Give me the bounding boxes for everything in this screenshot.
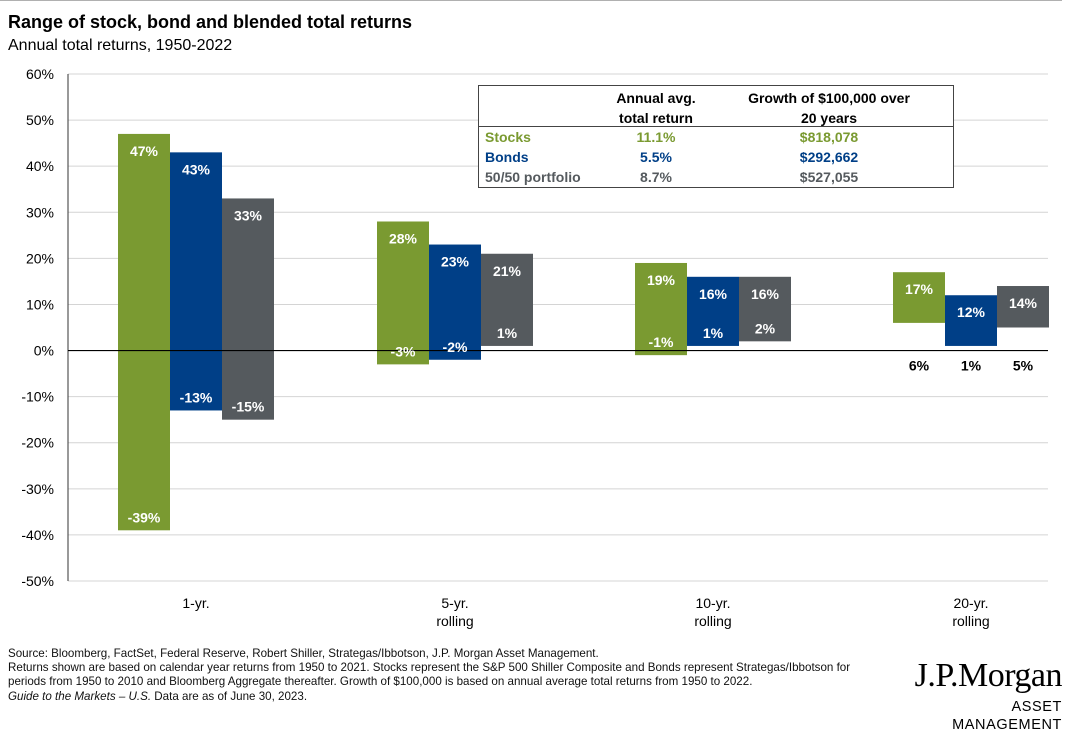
bar-blend — [222, 198, 274, 420]
y-tick-label: 10% — [26, 296, 54, 312]
row-avg: 5.5% — [640, 149, 672, 165]
bar-label-low: 6% — [909, 358, 930, 374]
as-of-date: Data are as of June 30, 2023. — [151, 689, 308, 703]
bar-label-high: 23% — [441, 254, 470, 270]
bar-label-high: 14% — [1009, 295, 1038, 311]
bar-blend — [481, 253, 533, 346]
table-header-growth-line1: Growth of $100,000 over — [748, 90, 910, 106]
bar-label-low: -2% — [443, 339, 468, 355]
x-category-label: 20-yr. — [953, 595, 988, 611]
y-tick-label: 30% — [26, 204, 54, 220]
table-divider — [479, 126, 953, 127]
table-header-growth: Growth of $100,000 over 20 years — [729, 88, 929, 128]
bar-label-low: -13% — [180, 389, 213, 405]
y-tick-label: 50% — [26, 112, 54, 128]
source-line-1: Source: Bloomberg, FactSet, Federal Rese… — [8, 647, 599, 660]
bar-label-low: 2% — [755, 320, 776, 336]
row-label: Bonds — [485, 149, 529, 165]
table-header-avg-line2: total return — [619, 110, 693, 126]
bar-stocks — [377, 221, 429, 365]
bar-label-low: -39% — [128, 509, 161, 525]
y-tick-label: -20% — [21, 435, 54, 451]
bar-label-high: 19% — [647, 272, 676, 288]
row-avg: 8.7% — [640, 169, 672, 185]
row-label: Stocks — [485, 129, 531, 145]
bar-label-low: -15% — [232, 399, 265, 415]
y-tick-label: 20% — [26, 250, 54, 266]
y-tick-label: -30% — [21, 481, 54, 497]
y-tick-label: 60% — [26, 66, 54, 82]
bar-label-low: 1% — [703, 325, 724, 341]
x-category-label: 5-yr. — [441, 595, 468, 611]
table-header-avg-line1: Annual avg. — [616, 90, 696, 106]
x-category-label: rolling — [436, 613, 473, 629]
y-tick-label: -40% — [21, 527, 54, 543]
y-tick-label: -10% — [21, 389, 54, 405]
bar-label-low: -1% — [649, 334, 674, 350]
logo-subtitle: ASSET MANAGEMENT — [952, 699, 1062, 733]
bar-bonds — [429, 244, 481, 360]
row-label: 50/50 portfolio — [485, 169, 581, 185]
jpmorgan-logo: J.P.Morgan ASSET MANAGEMENT — [900, 657, 1063, 734]
bar-label-high: 28% — [389, 230, 418, 246]
bar-label-low: -3% — [391, 343, 416, 359]
logo-wordmark: J.P.Morgan — [914, 657, 1063, 694]
table-header-growth-line2: 20 years — [800, 110, 858, 126]
returns-chart: 60% 50% 40% 30% 20% 10% 0% -10% -20% -30% -40% -50%… — [21, 66, 1049, 629]
y-tick-label: 40% — [26, 158, 54, 174]
top-rule — [0, 0, 1062, 1]
bar-label-high: 12% — [957, 304, 986, 320]
bar-label-high: 17% — [905, 281, 934, 297]
source-notes: Source: Bloomberg, FactSet, Federal Rese… — [8, 647, 868, 704]
x-category-label: 10-yr. — [695, 595, 730, 611]
x-category-label: 1-yr. — [182, 595, 209, 611]
source-line-2: Returns shown are based on calendar year… — [8, 661, 851, 689]
bar-blend — [997, 286, 1049, 328]
summary-table: Annual avg. total return Growth of $100,… — [478, 85, 954, 188]
guide-title: Guide to the Markets – U.S. — [8, 689, 152, 703]
bar-stocks — [893, 272, 945, 323]
y-tick-label: 0% — [34, 343, 54, 359]
x-category-label: rolling — [952, 613, 989, 629]
table-header-avg: Annual avg. total return — [589, 88, 723, 128]
bar-label-low: 5% — [1013, 358, 1034, 374]
bar-label-low: 1% — [497, 325, 518, 341]
bar-bonds — [687, 276, 739, 346]
bar-stocks — [635, 262, 687, 356]
bar-label-high: 33% — [234, 207, 263, 223]
chart-title: Range of stock, bond and blended total r… — [8, 12, 413, 32]
bar-bonds — [945, 295, 997, 346]
x-category-label: rolling — [694, 613, 731, 629]
bar-label-high: 43% — [182, 161, 211, 177]
bar-label-high: 16% — [751, 286, 780, 302]
row-growth: $292,662 — [799, 149, 859, 165]
bar-blend — [739, 276, 791, 342]
row-avg: 11.1% — [636, 129, 676, 145]
row-growth: $818,078 — [799, 129, 859, 145]
chart-subtitle: Annual total returns, 1950-2022 — [8, 37, 233, 54]
row-growth: $527,055 — [799, 169, 859, 185]
bar-bonds — [170, 152, 222, 411]
bar-label-high: 47% — [130, 143, 159, 159]
y-tick-label: -50% — [21, 573, 54, 589]
bar-label-high: 16% — [699, 286, 728, 302]
bar-label-low: 1% — [961, 358, 982, 374]
bar-label-high: 21% — [493, 263, 522, 279]
bar-stocks — [118, 133, 170, 531]
source-line-3: Guide to the Markets – U.S. Data are as … — [8, 690, 868, 704]
